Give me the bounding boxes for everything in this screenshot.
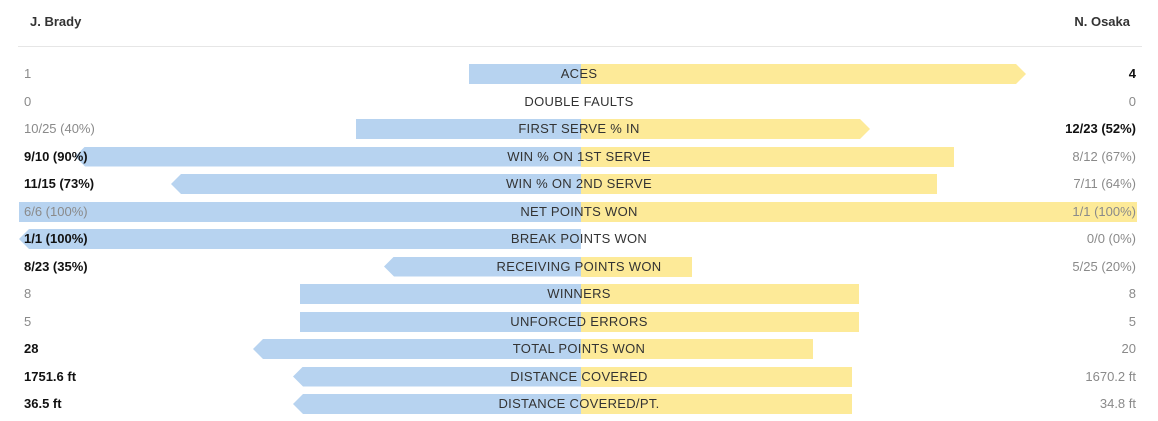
stat-row: ACES 1 4 xyxy=(0,60,1158,87)
stat-row: DISTANCE COVERED/PT. 36.5 ft 34.8 ft xyxy=(0,390,1158,417)
stat-value-right: 8 xyxy=(1128,286,1136,301)
stat-row: WIN % ON 2ND SERVE 11/15 (73%) 7/11 (64%) xyxy=(0,170,1158,197)
stat-value-right: 4 xyxy=(1128,66,1136,81)
bar-left xyxy=(19,229,581,249)
stat-label: UNFORCED ERRORS xyxy=(510,313,648,329)
stat-label: BREAK POINTS WON xyxy=(510,231,648,246)
bar-left xyxy=(19,201,581,222)
stat-value-left: 28 xyxy=(24,341,39,356)
stat-row: DISTANCE COVERED 1751.6 ft 1670.2 ft xyxy=(0,363,1158,390)
stat-row: WIN % ON 1ST SERVE 9/10 (90%) 8/12 (67%) xyxy=(0,143,1158,170)
players-header: J. Brady N. Osaka xyxy=(18,0,1142,47)
stat-value-right: 0/0 (0%) xyxy=(1086,231,1136,246)
stat-value-left: 8 xyxy=(24,286,32,301)
stat-value-right: 1670.2 ft xyxy=(1085,368,1136,384)
stat-value-right: 20 xyxy=(1121,341,1136,356)
stat-value-left: 36.5 ft xyxy=(24,396,62,411)
stat-value-right: 12/23 (52%) xyxy=(1065,121,1136,136)
bar-right xyxy=(581,366,852,387)
stat-value-right: 8/12 (67%) xyxy=(1072,148,1136,164)
stat-row: TOTAL POINTS WON 28 20 xyxy=(0,335,1158,362)
bar-left xyxy=(300,284,581,304)
bar-left xyxy=(469,64,581,84)
bar-left xyxy=(300,311,581,332)
stat-label: ACES xyxy=(560,66,598,81)
stat-value-right: 5 xyxy=(1128,313,1136,329)
bar-right xyxy=(581,174,937,194)
bar-right xyxy=(581,119,870,139)
stat-row: BREAK POINTS WON 1/1 (100%) 0/0 (0%) xyxy=(0,225,1158,252)
stat-value-left: 5 xyxy=(24,313,32,329)
stat-value-right: 0 xyxy=(1128,93,1136,109)
stat-label: NET POINTS WON xyxy=(520,203,638,219)
stat-value-left: 1 xyxy=(24,66,32,81)
bar-left xyxy=(171,174,581,194)
stat-value-right: 1/1 (100%) xyxy=(1072,203,1136,219)
stat-row: NET POINTS WON 6/6 (100%) 1/1 (100%) xyxy=(0,198,1158,225)
bar-left xyxy=(384,256,581,277)
bar-right xyxy=(581,146,954,167)
bar-right xyxy=(581,339,813,359)
bar-left xyxy=(75,146,581,167)
stat-value-right: 7/11 (64%) xyxy=(1073,176,1136,191)
stat-label: WINNERS xyxy=(547,286,611,301)
stat-value-left: 1/1 (100%) xyxy=(24,231,88,246)
stat-label: WIN % ON 1ST SERVE xyxy=(507,148,651,164)
stat-value-left: 6/6 (100%) xyxy=(24,203,88,219)
stat-label: TOTAL POINTS WON xyxy=(512,341,646,356)
bar-right xyxy=(581,284,859,304)
stat-label: RECEIVING POINTS WON xyxy=(496,258,662,274)
bar-right xyxy=(581,311,859,332)
stat-value-left: 9/10 (90%) xyxy=(24,148,88,164)
stat-row: UNFORCED ERRORS 5 5 xyxy=(0,308,1158,335)
stat-label: DISTANCE COVERED/PT. xyxy=(498,396,660,411)
stat-value-right: 34.8 ft xyxy=(1099,396,1136,411)
stat-value-left: 11/15 (73%) xyxy=(24,176,95,191)
stat-row: FIRST SERVE % IN 10/25 (40%) 12/23 (52%) xyxy=(0,115,1158,142)
stat-row: RECEIVING POINTS WON 8/23 (35%) 5/25 (20%) xyxy=(0,253,1158,280)
stat-row: WINNERS 8 8 xyxy=(0,280,1158,307)
stat-value-right: 5/25 (20%) xyxy=(1072,258,1136,274)
stat-value-left: 0 xyxy=(24,93,32,109)
bar-right xyxy=(581,394,852,414)
stat-value-left: 1751.6 ft xyxy=(24,368,77,384)
stat-label: DISTANCE COVERED xyxy=(510,368,648,384)
stat-value-left: 8/23 (35%) xyxy=(24,258,88,274)
player-left-name: J. Brady xyxy=(30,14,82,29)
bar-right xyxy=(581,256,692,277)
bar-left xyxy=(253,339,581,359)
bar-left xyxy=(293,394,581,414)
stat-value-left: 10/25 (40%) xyxy=(24,121,95,136)
bar-left xyxy=(356,119,581,139)
bar-right xyxy=(581,64,1026,84)
bar-right xyxy=(581,201,1137,222)
bar-left xyxy=(293,366,581,387)
stat-label: FIRST SERVE % IN xyxy=(518,121,640,136)
player-right-name: N. Osaka xyxy=(1074,14,1130,29)
stat-label: DOUBLE FAULTS xyxy=(524,93,634,109)
stat-row: DOUBLE FAULTS 0 0 xyxy=(0,88,1158,115)
stat-label: WIN % ON 2ND SERVE xyxy=(505,176,653,191)
